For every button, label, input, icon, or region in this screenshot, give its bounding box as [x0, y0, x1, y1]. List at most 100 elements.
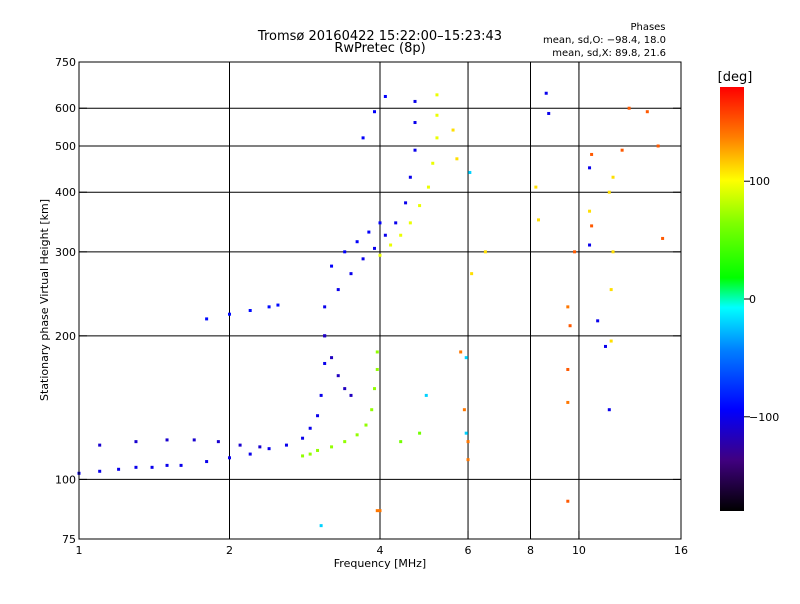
- data-point: [431, 161, 435, 165]
- data-point: [361, 136, 365, 140]
- data-point: [165, 463, 169, 467]
- data-point: [301, 436, 305, 440]
- data-point: [238, 443, 242, 447]
- data-point: [455, 157, 459, 161]
- data-point: [98, 443, 102, 447]
- y-tick-label: 750: [55, 56, 76, 69]
- colorbar-tick-label: 100: [749, 175, 770, 188]
- y-tick-label: 500: [55, 140, 76, 153]
- data-point: [361, 257, 365, 261]
- chart-subtitle: RwPretec (8p): [334, 41, 425, 56]
- data-point: [134, 465, 138, 469]
- data-point: [330, 445, 334, 449]
- data-point: [408, 221, 412, 225]
- data-point: [355, 240, 359, 244]
- y-tick-label: 200: [55, 330, 76, 343]
- data-point: [330, 264, 334, 268]
- phases-title: Phases: [630, 22, 665, 33]
- data-point: [451, 128, 455, 132]
- data-point: [316, 414, 320, 418]
- colorbar-ticks: −100 0 100: [744, 175, 779, 424]
- data-point: [588, 209, 592, 213]
- data-point: [435, 113, 439, 117]
- data-point: [336, 374, 340, 378]
- data-point: [316, 448, 320, 452]
- data-point: [375, 509, 379, 513]
- data-point: [258, 445, 262, 449]
- data-point: [330, 356, 334, 360]
- data-point: [205, 317, 209, 321]
- data-point: [375, 367, 379, 371]
- data-point: [544, 91, 548, 95]
- data-point: [413, 121, 417, 125]
- data-point: [466, 440, 470, 444]
- data-point: [459, 350, 463, 354]
- phases-o-line: mean, sd,O: −98.4, 18.0: [543, 35, 666, 46]
- y-tick-label: 75: [62, 533, 76, 546]
- data-point: [375, 350, 379, 354]
- axis-ticks: 1 2 4 6 8 10 16 75 100 200 300 400 500 600 750: [55, 56, 688, 557]
- data-point: [364, 423, 368, 427]
- data-point: [323, 334, 327, 338]
- data-point: [588, 243, 592, 247]
- x-tick-label: 4: [377, 544, 384, 557]
- data-point: [609, 288, 613, 292]
- x-tick-label: 10: [572, 544, 586, 557]
- data-point: [349, 272, 353, 276]
- colorbar-label: [deg]: [718, 70, 753, 85]
- y-axis-label: Stationary phase Virtual Height [km]: [38, 199, 51, 401]
- data-point: [536, 218, 540, 222]
- phases-x-line: mean, sd,X: 89.8, 21.6: [552, 48, 666, 59]
- grid-lines: [79, 62, 681, 539]
- colorbar-tick-label: −100: [749, 411, 779, 424]
- data-point: [373, 110, 377, 114]
- data-point: [267, 447, 271, 451]
- data-point: [216, 440, 220, 444]
- data-point: [205, 460, 209, 464]
- chart-title: Tromsø 20160422 15:22:00–15:23:43: [257, 29, 502, 44]
- data-point: [349, 393, 353, 397]
- colorbar-tick-label: 0: [749, 293, 756, 306]
- data-point: [373, 246, 377, 250]
- data-point: [413, 148, 417, 152]
- data-point: [319, 524, 323, 528]
- data-point: [378, 509, 382, 513]
- x-tick-label: 1: [76, 544, 83, 557]
- data-point: [611, 175, 615, 179]
- data-point: [424, 393, 428, 397]
- data-point: [284, 443, 288, 447]
- data-point: [435, 136, 439, 140]
- data-point: [464, 356, 468, 360]
- data-point: [355, 433, 359, 437]
- data-point: [645, 110, 649, 114]
- data-point: [573, 250, 577, 254]
- data-point: [343, 250, 347, 254]
- data-point: [399, 440, 403, 444]
- data-point: [389, 243, 393, 247]
- data-point: [466, 458, 470, 462]
- data-point: [383, 94, 387, 98]
- data-point: [248, 308, 252, 312]
- data-point: [596, 319, 600, 323]
- x-tick-label: 2: [226, 544, 233, 557]
- data-point: [301, 454, 305, 458]
- data-point: [98, 469, 102, 473]
- data-point: [588, 166, 592, 170]
- data-point: [607, 408, 611, 412]
- data-point: [276, 303, 280, 307]
- data-point: [150, 465, 154, 469]
- data-point: [367, 230, 371, 234]
- x-tick-label: 16: [674, 544, 688, 557]
- data-point: [620, 148, 624, 152]
- data-point: [248, 452, 252, 456]
- data-point: [418, 204, 422, 208]
- data-point: [323, 361, 327, 365]
- data-point: [566, 367, 570, 371]
- y-tick-label: 100: [55, 473, 76, 486]
- data-point: [308, 426, 312, 430]
- y-tick-label: 300: [55, 246, 76, 259]
- data-point: [609, 339, 613, 343]
- data-point: [661, 236, 665, 240]
